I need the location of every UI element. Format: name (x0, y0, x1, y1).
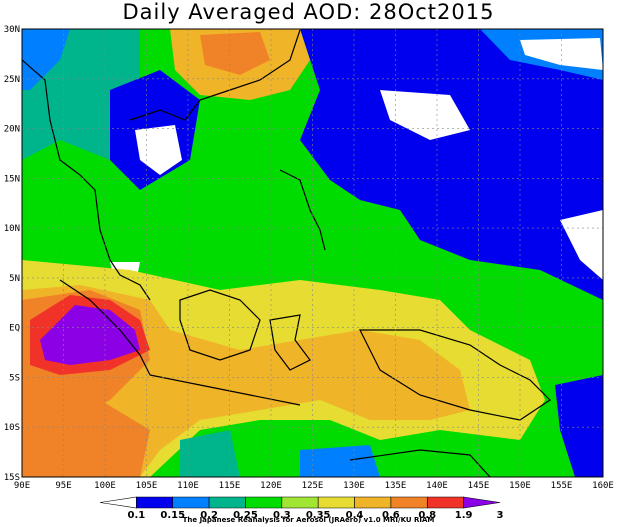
lat-tick-label: 5S (9, 373, 20, 383)
colorbar-segment (354, 496, 392, 509)
colorbar-label: 1.9 (455, 510, 473, 521)
lon-tick-label: 90E (14, 481, 30, 491)
colorbar: 0.1 0.15 0.2 0.25 0.3 0.35 0.4 0.6 0.8 1.9 3 (99, 496, 504, 521)
colorbar-label: 0.4 (346, 510, 364, 521)
coastline-sumatra (59, 279, 151, 376)
credit-line: The Japanese Reanalysis for Aerosol (JRA… (182, 516, 435, 524)
lon-tick-label: 135E (385, 481, 407, 491)
aod-region-purple-core (40, 305, 140, 365)
lon-tick-label: 145E (468, 481, 490, 491)
colorbar-segment (317, 496, 355, 509)
lat-tick-label: 30N (4, 25, 20, 35)
coastline-china (129, 29, 301, 121)
coastline-new-guinea (359, 329, 551, 421)
colorbar-segment (245, 496, 283, 509)
map-frame (21, 28, 604, 478)
coastline-sulawesi (269, 314, 311, 371)
colorbar-segment (390, 496, 428, 509)
aod-region-nw-blue (22, 29, 70, 90)
coastline-borneo (179, 289, 261, 361)
lon-tick-label: 155E (551, 481, 573, 491)
colorbar-label: 0.8 (418, 510, 436, 521)
lat-tick-label: 10N (4, 224, 20, 234)
colorbar-segment (172, 496, 210, 509)
aod-clean-east (560, 210, 603, 280)
aod-region-timor-teal (180, 430, 240, 477)
lon-tick-label: 105E (136, 481, 158, 491)
lat-tick-labels: 30N 25N 20N 15N 10N 5N EQ 5S 10S 15S (4, 25, 20, 483)
coastline-indochina-malay (22, 59, 151, 301)
lon-tick-label: 140E (426, 481, 448, 491)
colorbar-segment (208, 496, 246, 509)
lon-tick-label: 115E (219, 481, 241, 491)
lon-tick-label: 130E (343, 481, 365, 491)
colorbar-segment (426, 496, 464, 509)
aod-region-indian-ocean-haze (22, 390, 150, 477)
aod-clean-pacific (380, 90, 470, 140)
lat-tick-label: EQ (9, 324, 20, 334)
colorbar-label: 3 (497, 510, 504, 521)
gridlines (22, 29, 603, 477)
colorbar-label: 0.25 (233, 510, 258, 521)
aod-region-pacific-blue (300, 29, 603, 300)
lon-tick-label: 100E (94, 481, 116, 491)
colorbar-label: 0.1 (128, 510, 146, 521)
lon-tick-label: 110E (177, 481, 199, 491)
lat-tick-label: 20N (4, 125, 20, 135)
lat-tick-label: 15S (4, 473, 20, 483)
aod-clean-scs (135, 125, 182, 175)
coastline-australia (349, 449, 491, 477)
lon-tick-label: 95E (55, 481, 71, 491)
lon-tick-label: 160E (592, 481, 614, 491)
map-title: Daily Averaged AOD: 28Oct2015 (122, 0, 495, 24)
aod-field (22, 29, 603, 477)
coastline-java (149, 374, 301, 406)
colorbar-label: 0.15 (160, 510, 185, 521)
lat-tick-label: 5N (9, 274, 20, 284)
colorbar-segment (136, 496, 174, 509)
aod-region-se-blue (555, 375, 603, 477)
coastlines (22, 29, 551, 477)
colorbar-label: 0.2 (200, 510, 218, 521)
lon-tick-label: 125E (302, 481, 324, 491)
colorbar-label: 0.6 (382, 510, 400, 521)
lon-tick-label: 120E (260, 481, 282, 491)
colorbar-label: 0.3 (273, 510, 291, 521)
aod-region-china-core (200, 32, 270, 75)
coastline-philippines (279, 169, 326, 251)
lon-tick-labels: 90E 95E 100E 105E 110E 115E 120E 125E 130E 135E 14… (14, 481, 614, 491)
colorbar-segment (281, 496, 319, 509)
lat-tick-label: 15N (4, 174, 20, 184)
lat-tick-label: 10S (4, 423, 20, 433)
colorbar-label: 0.35 (306, 510, 331, 521)
colorbar-segment (99, 496, 137, 509)
lat-tick-label: 25N (4, 75, 20, 85)
lon-tick-label: 150E (509, 481, 531, 491)
aod-region-arafura-blue (300, 445, 380, 477)
colorbar-segment (463, 496, 501, 509)
